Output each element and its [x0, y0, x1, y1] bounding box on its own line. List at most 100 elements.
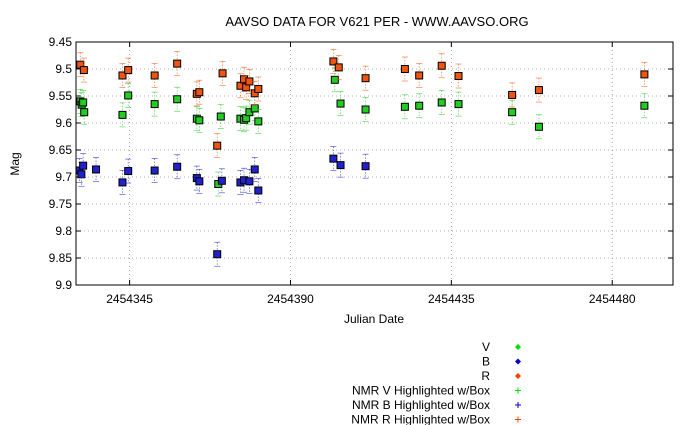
data-point-b [336, 152, 345, 178]
highlight-box [124, 167, 133, 176]
data-point-r [508, 82, 517, 108]
data-point-b [361, 153, 370, 179]
legend-label: NMR V Highlighted w/Box [352, 384, 490, 398]
highlight-box [118, 178, 127, 187]
highlight-box [640, 70, 649, 79]
legend-marker-diamond [515, 373, 521, 379]
highlight-box [329, 57, 338, 66]
highlight-box [361, 162, 370, 171]
highlight-box [254, 186, 263, 195]
data-point-b [213, 241, 222, 267]
data-point-v [640, 93, 649, 119]
plot-frame [75, 41, 674, 286]
data-point-v [124, 83, 133, 108]
highlight-box [334, 63, 343, 72]
highlight-box [336, 161, 345, 170]
highlight-box [254, 84, 263, 93]
highlight-box [77, 170, 86, 179]
data-point-r [415, 63, 424, 88]
data-point-r [400, 56, 409, 82]
data-point-r [218, 60, 227, 86]
highlight-box [195, 88, 204, 97]
data-point-b [173, 154, 182, 180]
legend-label: V [482, 340, 490, 354]
data-point-v [437, 90, 446, 115]
y-tick-label: 9.6 [55, 116, 72, 130]
highlight-box [124, 91, 133, 100]
data-point-r [437, 53, 446, 79]
highlight-box [329, 154, 338, 163]
legend-label: NMR R Highlighted w/Box [351, 413, 490, 425]
y-tick-label: 9.55 [49, 89, 73, 103]
legend-label: B [482, 355, 490, 369]
data-point-b [254, 178, 263, 203]
highlight-box [415, 101, 424, 110]
data-point-r [329, 49, 338, 74]
highlight-box [361, 74, 370, 83]
highlight-box [80, 108, 89, 117]
legend-marker-diamond [515, 358, 521, 365]
data-point-r [150, 63, 159, 88]
y-tick-label: 9.45 [49, 35, 73, 49]
data-point-b [329, 146, 338, 171]
data-point-r [118, 63, 127, 88]
highlight-box [216, 112, 225, 121]
data-point-b [217, 168, 226, 194]
data-point-v [173, 86, 182, 112]
highlight-box [217, 176, 226, 185]
data-point-r [79, 57, 88, 83]
data-point-v [415, 93, 424, 119]
highlight-box [173, 162, 182, 171]
highlight-box [534, 122, 543, 131]
y-tick-label: 9.75 [49, 197, 73, 211]
data-point-v [330, 67, 339, 93]
highlight-box [195, 116, 204, 125]
x-axis-label: Julian Date [344, 312, 404, 326]
highlight-box [415, 71, 424, 80]
data-point-b [250, 157, 259, 182]
legend-marker-plus [515, 402, 521, 408]
x-tick-label: 2454345 [106, 292, 153, 306]
data-point-v [361, 97, 370, 122]
highlight-box [254, 117, 263, 126]
highlight-box [336, 99, 345, 108]
legend-label: R [481, 369, 490, 383]
highlight-box [118, 71, 127, 80]
highlight-box [79, 161, 88, 170]
data-point-b [124, 158, 133, 184]
highlight-box [640, 101, 649, 110]
highlight-box [250, 165, 259, 174]
highlight-box [454, 100, 463, 109]
data-point-r [361, 65, 370, 91]
data-point-r [213, 133, 222, 159]
x-tick-label: 2454480 [589, 292, 636, 306]
data-point-r [254, 76, 263, 102]
y-tick-label: 9.65 [49, 143, 73, 157]
data-point-v [336, 91, 345, 116]
data-point-b [79, 153, 88, 179]
y-tick-label: 9.85 [49, 251, 73, 265]
data-point-v [80, 99, 89, 125]
highlight-box [118, 110, 127, 119]
legend-label: NMR B Highlighted w/Box [352, 398, 490, 412]
data-point-v [195, 107, 204, 133]
highlight-box [437, 61, 446, 70]
legend-marker-plus [515, 416, 521, 423]
highlight-box [92, 165, 101, 174]
data-point-r [334, 55, 343, 80]
data-point-r [173, 51, 182, 76]
data-point-r [195, 79, 204, 105]
highlight-box [173, 95, 182, 104]
data-point-r [534, 77, 543, 103]
highlight-box [508, 108, 517, 117]
data-point-r [640, 62, 649, 87]
data-point-r [454, 63, 463, 89]
highlight-box [79, 66, 88, 75]
data-point-r [124, 57, 133, 83]
data-point-v [454, 91, 463, 117]
data-point-v [118, 102, 127, 128]
data-point-b [92, 157, 101, 182]
highlight-box [79, 98, 88, 107]
